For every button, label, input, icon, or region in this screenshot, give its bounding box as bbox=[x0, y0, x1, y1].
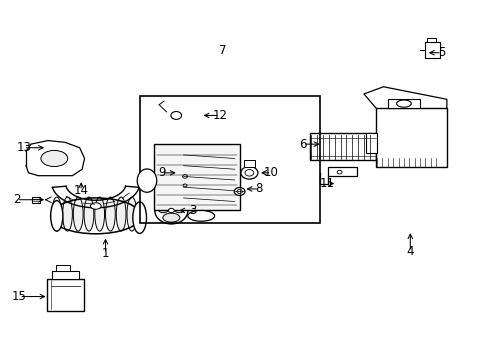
Bar bbox=[310, 134, 375, 160]
Text: 7: 7 bbox=[218, 44, 226, 57]
Ellipse shape bbox=[62, 197, 72, 231]
Text: 4: 4 bbox=[406, 245, 413, 258]
Text: 6: 6 bbox=[299, 138, 306, 150]
Text: 12: 12 bbox=[212, 109, 227, 122]
Ellipse shape bbox=[90, 203, 101, 209]
Text: 10: 10 bbox=[264, 166, 278, 179]
Text: 2: 2 bbox=[13, 193, 20, 206]
Bar bbox=[56, 265, 70, 271]
Ellipse shape bbox=[234, 188, 244, 195]
Ellipse shape bbox=[187, 211, 214, 221]
Bar bbox=[154, 144, 239, 211]
Ellipse shape bbox=[336, 170, 341, 174]
Ellipse shape bbox=[73, 197, 83, 231]
Text: 1: 1 bbox=[102, 247, 109, 260]
Text: 3: 3 bbox=[189, 204, 197, 217]
Ellipse shape bbox=[95, 197, 104, 231]
Ellipse shape bbox=[155, 197, 187, 224]
Bar bbox=[328, 167, 356, 176]
Ellipse shape bbox=[182, 175, 187, 178]
Ellipse shape bbox=[127, 197, 137, 231]
Bar bbox=[140, 96, 320, 223]
Bar bbox=[32, 197, 40, 203]
Bar bbox=[243, 160, 255, 167]
Bar bbox=[366, 134, 376, 153]
Ellipse shape bbox=[170, 112, 181, 120]
Ellipse shape bbox=[241, 167, 257, 179]
Text: 15: 15 bbox=[12, 290, 27, 303]
Ellipse shape bbox=[168, 208, 174, 213]
Text: 5: 5 bbox=[437, 46, 445, 59]
Ellipse shape bbox=[105, 197, 115, 231]
Ellipse shape bbox=[237, 189, 242, 193]
Text: 9: 9 bbox=[158, 166, 165, 179]
Text: 14: 14 bbox=[74, 184, 88, 197]
Bar bbox=[375, 108, 446, 167]
Bar bbox=[52, 271, 79, 279]
Ellipse shape bbox=[244, 170, 253, 176]
Bar bbox=[47, 279, 83, 311]
Text: 11: 11 bbox=[319, 177, 334, 190]
Bar bbox=[387, 99, 419, 108]
Bar bbox=[424, 42, 439, 58]
Ellipse shape bbox=[52, 197, 61, 231]
Text: 13: 13 bbox=[16, 141, 31, 154]
Ellipse shape bbox=[158, 201, 171, 213]
Ellipse shape bbox=[84, 197, 94, 231]
Text: 8: 8 bbox=[255, 183, 262, 195]
Ellipse shape bbox=[170, 201, 184, 213]
Bar bbox=[427, 38, 435, 42]
Ellipse shape bbox=[183, 184, 186, 187]
Ellipse shape bbox=[116, 197, 126, 231]
Ellipse shape bbox=[41, 150, 68, 167]
Ellipse shape bbox=[137, 169, 157, 192]
Ellipse shape bbox=[51, 201, 63, 231]
Ellipse shape bbox=[133, 202, 146, 233]
Ellipse shape bbox=[163, 213, 180, 222]
